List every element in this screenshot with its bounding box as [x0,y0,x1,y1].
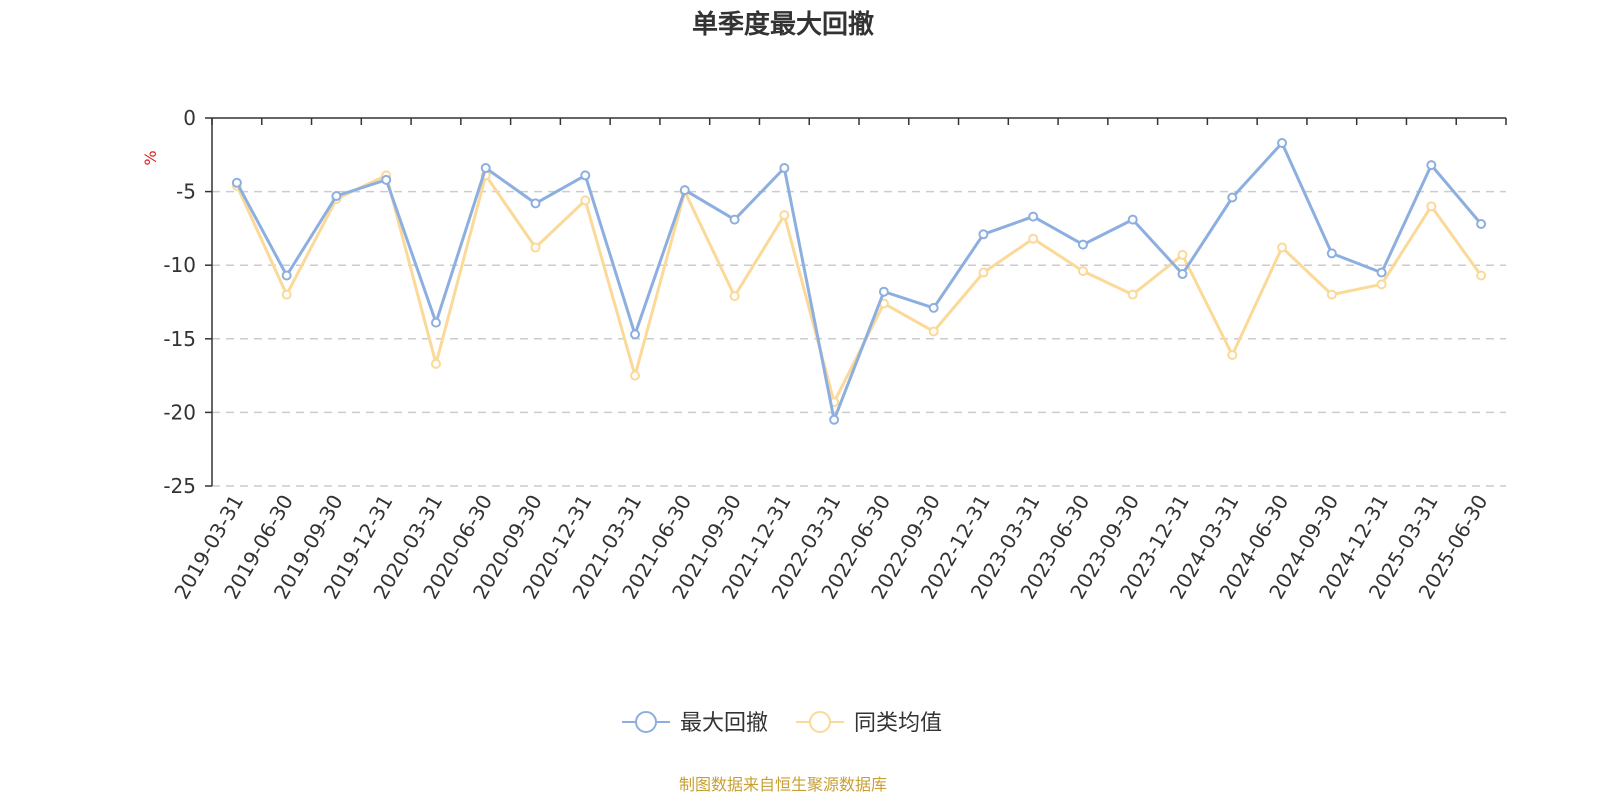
y-tick-label: 0 [183,106,196,130]
data-point [729,291,740,302]
data-point [1177,269,1188,280]
data-point [1227,192,1238,203]
data-point [580,170,591,181]
data-point [729,214,740,225]
data-point [1277,242,1288,253]
data-point [679,185,690,196]
data-point [978,229,989,240]
data-point [580,195,591,206]
data-point [1028,211,1039,222]
data-point [1476,270,1487,281]
data-point [530,242,541,253]
y-axis-ticks: 0 -5 -10 -15 -20 -25 [163,106,212,498]
y-tick-label: -10 [163,253,196,277]
data-source-note: 制图数据来自恒生聚源数据库 [679,775,887,794]
data-point [1227,349,1238,360]
series-1 [231,138,1487,425]
data-point [1077,266,1088,277]
data-point [1376,279,1387,290]
data-point [281,270,292,281]
grid-lines [212,190,1506,487]
data-point [928,326,939,337]
y-tick-label: -15 [163,327,196,351]
data-point [928,302,939,313]
data-point [1077,239,1088,250]
legend-label: 同类均值 [854,711,942,736]
y-tick-label: -5 [176,180,196,204]
data-point [1426,160,1437,171]
data-point [530,198,541,209]
data-point [779,163,790,174]
data-point [430,358,441,369]
data-point [1127,289,1138,300]
data-point [231,177,242,188]
data-point [1277,138,1288,149]
data-point [1028,233,1039,244]
data-point [480,163,491,174]
data-point [381,174,392,185]
legend[interactable]: 最大回撤 同类均值 [622,711,942,736]
data-point [630,329,641,340]
series-lines [231,138,1487,425]
axes [211,117,1506,486]
data-point [331,191,342,202]
data-point [1326,248,1337,259]
data-point [779,210,790,221]
data-point [1127,214,1138,225]
data-point [1177,249,1188,260]
data-point [829,414,840,425]
y-axis-unit-label: % [141,150,160,165]
series-line [235,141,1483,422]
data-point [1326,289,1337,300]
y-tick-label: -25 [163,474,196,498]
legend-label: 最大回撤 [680,711,768,736]
data-point [1476,218,1487,229]
data-point [1426,201,1437,212]
y-tick-label: -20 [163,400,196,424]
legend-item-2[interactable]: 同类均值 [796,711,942,736]
data-point [630,370,641,381]
data-point [281,289,292,300]
data-point [430,317,441,328]
x-axis-ticks: 2019-03-312019-06-302019-09-302019-12-31… [169,118,1507,603]
chart-title: 单季度最大回撤 [692,9,874,40]
legend-marker [809,711,831,733]
legend-marker [635,711,657,733]
data-point [878,286,889,297]
data-point [978,267,989,278]
legend-item-1[interactable]: 最大回撤 [622,711,768,736]
series-2 [231,170,1487,408]
data-point [1376,267,1387,278]
